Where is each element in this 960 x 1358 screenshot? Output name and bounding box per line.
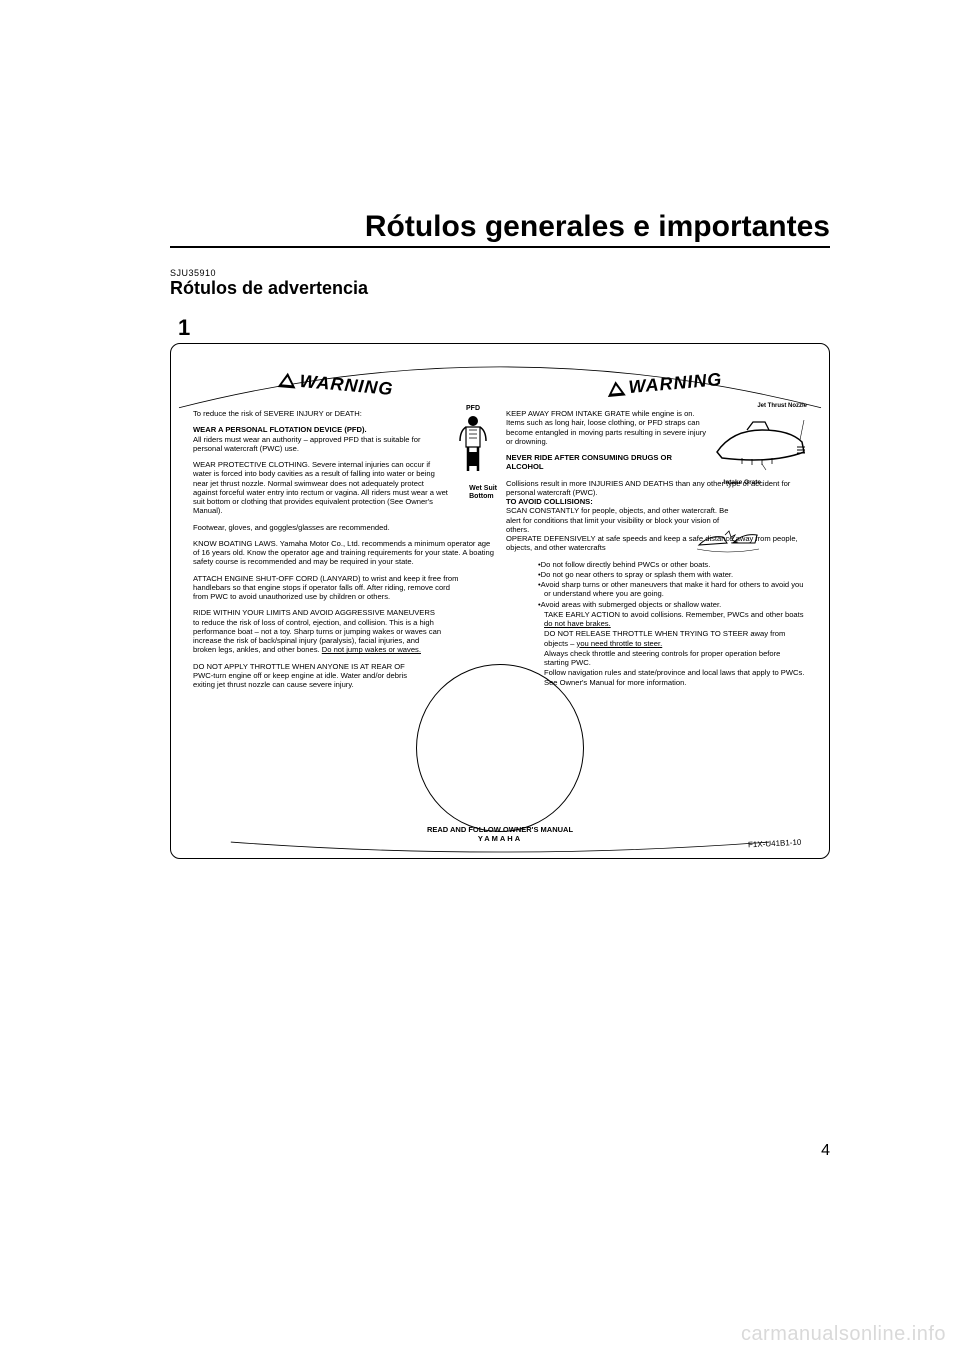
footer-line: READ AND FOLLOW OWNER'S MANUAL (427, 825, 573, 834)
bullet-3: •Avoid sharp turns or other maneuvers th… (538, 580, 807, 599)
indented-block: TAKE EARLY ACTION to avoid collisions. R… (506, 610, 807, 687)
bullets: •Do not follow directly behind PWCs or o… (506, 560, 807, 609)
wetsuit-label: Wet SuitBottom (469, 485, 497, 500)
warning-triangle-icon (606, 381, 625, 398)
page-number: 4 (821, 1142, 830, 1160)
warning-triangle-icon (277, 372, 296, 389)
pfd-label: PFD (466, 405, 480, 412)
left-p2: WEAR A PERSONAL FLOTATION DEVICE (PFD).A… (193, 425, 494, 453)
warning-text: WARNING (628, 369, 723, 397)
left-p4: Footwear, gloves, and goggles/glasses ar… (193, 523, 494, 532)
figure-number: 1 (178, 315, 830, 341)
label-content: WARNING WARNING PFD (171, 344, 829, 858)
left-p3: WEAR PROTECTIVE CLOTHING. Severe interna… (193, 460, 494, 516)
bullet-4: •Avoid areas with submerged objects or s… (538, 600, 807, 609)
blank-circle (416, 664, 584, 832)
indent-2: DO NOT RELEASE THROTTLE WHEN TRYING TO S… (544, 629, 807, 648)
warning-label-figure: WARNING WARNING PFD (170, 343, 830, 859)
indent-1: TAKE EARLY ACTION to avoid collisions. R… (544, 610, 807, 629)
section-code: SJU35910 (170, 268, 830, 278)
collision-icon (697, 523, 759, 553)
intake-grate-label: Intake Grate (723, 479, 761, 487)
indent-4: Follow navigation rules and state/provin… (544, 668, 807, 687)
pwc-icon (712, 412, 807, 472)
pfd-figure: PFD (452, 405, 494, 478)
footer-brand: YAMAHA (478, 834, 522, 843)
jet-figure: Jet Thrust Nozzle (712, 403, 807, 472)
manual-page: Rótulos generales e importantes SJU35910… (0, 0, 960, 1358)
sub-title: Rótulos de advertencia (170, 278, 830, 299)
right-p3: Collisions result in more INJURIES AND D… (506, 479, 807, 553)
bullet-2: •Do not go near others to spray or splas… (538, 570, 807, 579)
bullet-1: •Do not follow directly behind PWCs or o… (538, 560, 807, 569)
label-footer: READ AND FOLLOW OWNER'S MANUAL YAMAHA (427, 825, 573, 845)
person-pfd-icon (458, 414, 488, 476)
warning-header-row: WARNING WARNING (171, 344, 829, 395)
indent-3: Always check throttle and steering contr… (544, 649, 807, 668)
jet-nozzle-label: Jet Thrust Nozzle (757, 403, 807, 409)
left-p5: KNOW BOATING LAWS. Yamaha Motor Co., Ltd… (193, 539, 494, 567)
left-p7: RIDE WITHIN YOUR LIMITS AND AVOID AGGRES… (193, 608, 494, 654)
left-p1: To reduce the risk of SEVERE INJURY or D… (193, 409, 494, 418)
watermark: carmanualsonline.info (741, 1323, 946, 1346)
section-title: Rótulos generales e importantes (170, 210, 830, 248)
left-p6: ATTACH ENGINE SHUT-OFF CORD (LANYARD) to… (193, 574, 494, 602)
